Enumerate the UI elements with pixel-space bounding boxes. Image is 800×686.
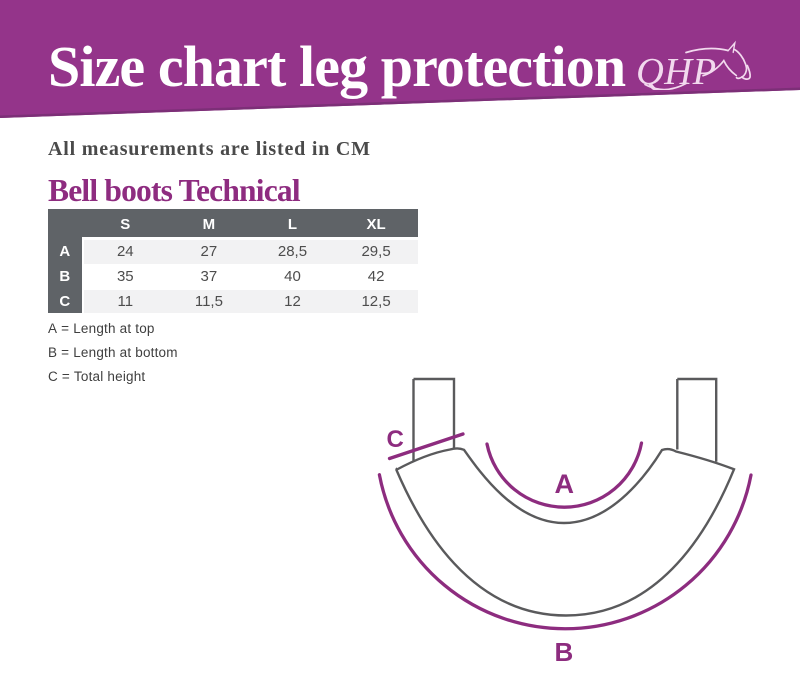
svg-text:A: A (555, 469, 575, 499)
svg-text:QHP: QHP (636, 51, 717, 90)
svg-text:B: B (555, 637, 574, 667)
svg-text:C: C (387, 426, 404, 453)
